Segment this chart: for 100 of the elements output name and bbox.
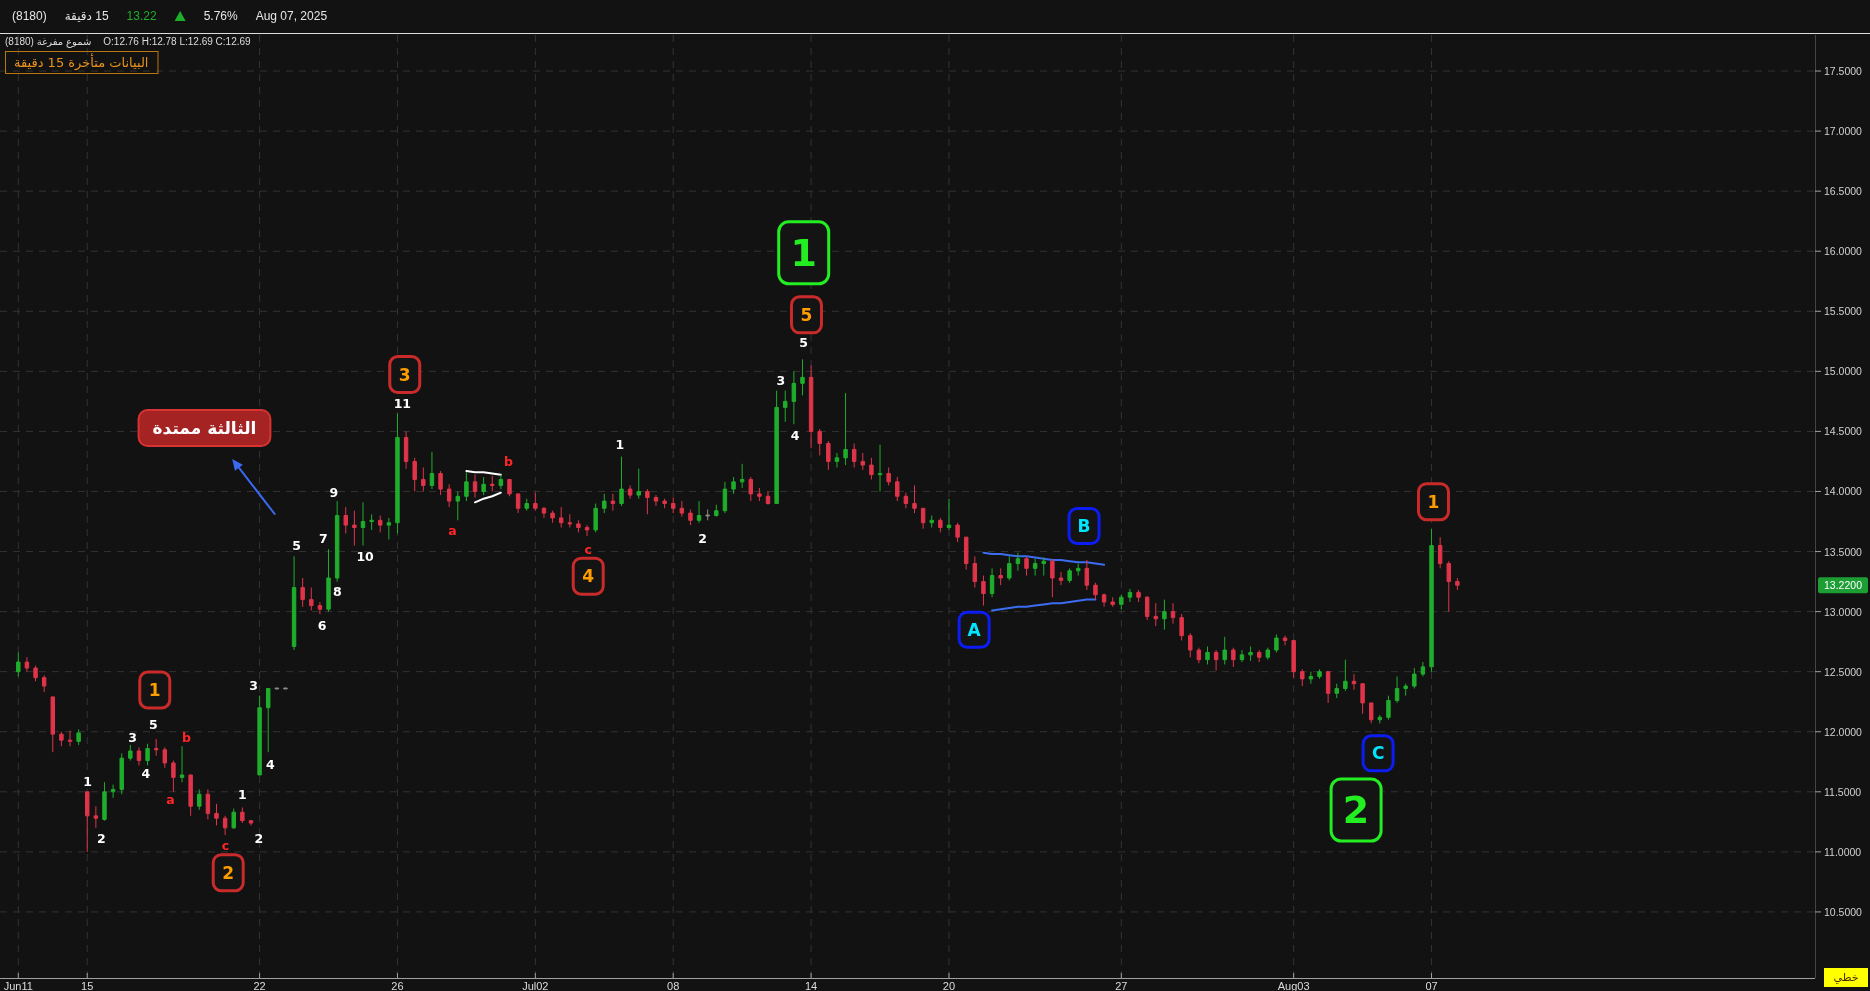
candlestick	[507, 478, 512, 497]
candlestick	[248, 820, 254, 826]
x-tick-label: Jun11	[3, 980, 33, 991]
annotation: 1	[83, 774, 92, 790]
candlestick	[558, 506, 564, 529]
candlestick	[41, 674, 47, 693]
candlestick	[33, 665, 38, 682]
candlestick	[1213, 649, 1219, 671]
candlestick	[1386, 695, 1391, 721]
x-tick-label: 15	[81, 980, 94, 991]
candlestick	[1291, 639, 1296, 679]
candlestick	[59, 731, 64, 747]
candlestick	[903, 492, 909, 509]
y-tick-label: 11.0000	[1824, 845, 1862, 858]
annotation: 7	[318, 531, 328, 546]
candlestick	[162, 746, 168, 769]
candlestick	[757, 487, 762, 502]
x-tick-label: Jul02	[522, 980, 549, 991]
candlestick	[67, 730, 73, 747]
annotation: 5	[149, 716, 158, 732]
candlestick	[1265, 647, 1271, 661]
candlestick	[1437, 536, 1443, 569]
text: 15 دقيقة	[64, 9, 109, 23]
y-tick-label: 14.5000	[1824, 425, 1863, 438]
candlestick	[774, 390, 779, 504]
candlestick	[343, 506, 348, 535]
annotation: 1	[148, 680, 161, 700]
candlestick	[1282, 635, 1288, 646]
annotation: 3	[128, 729, 137, 745]
candlestick	[972, 555, 978, 589]
annotation: 3	[249, 677, 258, 693]
candlestick	[515, 493, 521, 514]
candlestick	[1351, 673, 1357, 691]
candlestick	[1127, 588, 1133, 603]
candlestick	[1403, 683, 1408, 697]
candlestick	[93, 805, 99, 829]
text: Aug 07, 2025	[255, 9, 328, 23]
y-tick-label: 14.0000	[1824, 485, 1863, 498]
line-series	[982, 551, 1106, 566]
candlestick	[1394, 675, 1400, 704]
candlestick	[619, 456, 624, 507]
annotation: 4	[790, 428, 800, 443]
candlestick	[197, 788, 202, 811]
candlestick	[171, 760, 176, 793]
candlestick	[1368, 702, 1374, 724]
candlestick	[403, 430, 409, 470]
candlestick	[1222, 636, 1227, 665]
candlestick	[1455, 577, 1460, 591]
annotation: 3	[776, 373, 786, 389]
annotation: 4	[582, 566, 595, 587]
annotation: 4	[141, 765, 151, 781]
annotation: 2	[97, 830, 106, 846]
candlestick	[481, 476, 486, 496]
annotation: 1	[790, 230, 817, 275]
x-tick-label: 20	[942, 980, 956, 991]
annotation: b	[503, 454, 513, 470]
candlestick	[464, 471, 469, 502]
candlestick	[1377, 714, 1383, 724]
candlestick	[85, 791, 90, 853]
annotation: 3	[398, 364, 411, 385]
candlestick	[1308, 671, 1314, 685]
candlestick	[231, 808, 236, 830]
candlestick	[1136, 589, 1141, 603]
candlestick	[265, 687, 271, 753]
candlestick	[446, 483, 452, 508]
candlestick	[783, 390, 788, 423]
candlestick	[584, 524, 590, 537]
candlestick	[1032, 558, 1038, 577]
candlestick	[498, 474, 504, 490]
candlestick	[843, 392, 848, 466]
annotation: b	[181, 729, 191, 745]
candlestick	[1041, 557, 1046, 577]
candlestick	[205, 788, 211, 820]
candlestick	[317, 601, 323, 615]
candlestick	[1179, 613, 1184, 641]
annotation: 2	[1342, 788, 1370, 832]
candlestick	[455, 490, 461, 521]
candlestick	[610, 493, 616, 512]
candlestick	[1231, 647, 1236, 668]
candlestick	[214, 803, 219, 826]
candlestick	[1317, 668, 1322, 680]
candlestick	[817, 428, 822, 456]
annotation: 6	[317, 617, 327, 633]
candlestick	[869, 457, 874, 480]
candlestick	[576, 519, 581, 533]
candlestick	[1205, 645, 1210, 665]
y-tick-label: 12.5000	[1824, 665, 1863, 678]
candlestick	[334, 500, 340, 583]
candlestick	[1024, 555, 1029, 577]
candlestick	[1429, 528, 1434, 673]
candlestick	[1093, 582, 1098, 601]
candlestick	[360, 501, 366, 547]
candlestick	[1067, 567, 1072, 584]
annotation: شموع مفرغة (8180)	[5, 35, 92, 48]
candlestick	[645, 488, 650, 515]
text: 13.2200	[1824, 579, 1863, 592]
candlestick	[912, 484, 917, 514]
y-tick-label: 13.0000	[1824, 605, 1863, 618]
candlestick	[395, 412, 400, 535]
candlestick	[119, 752, 124, 795]
